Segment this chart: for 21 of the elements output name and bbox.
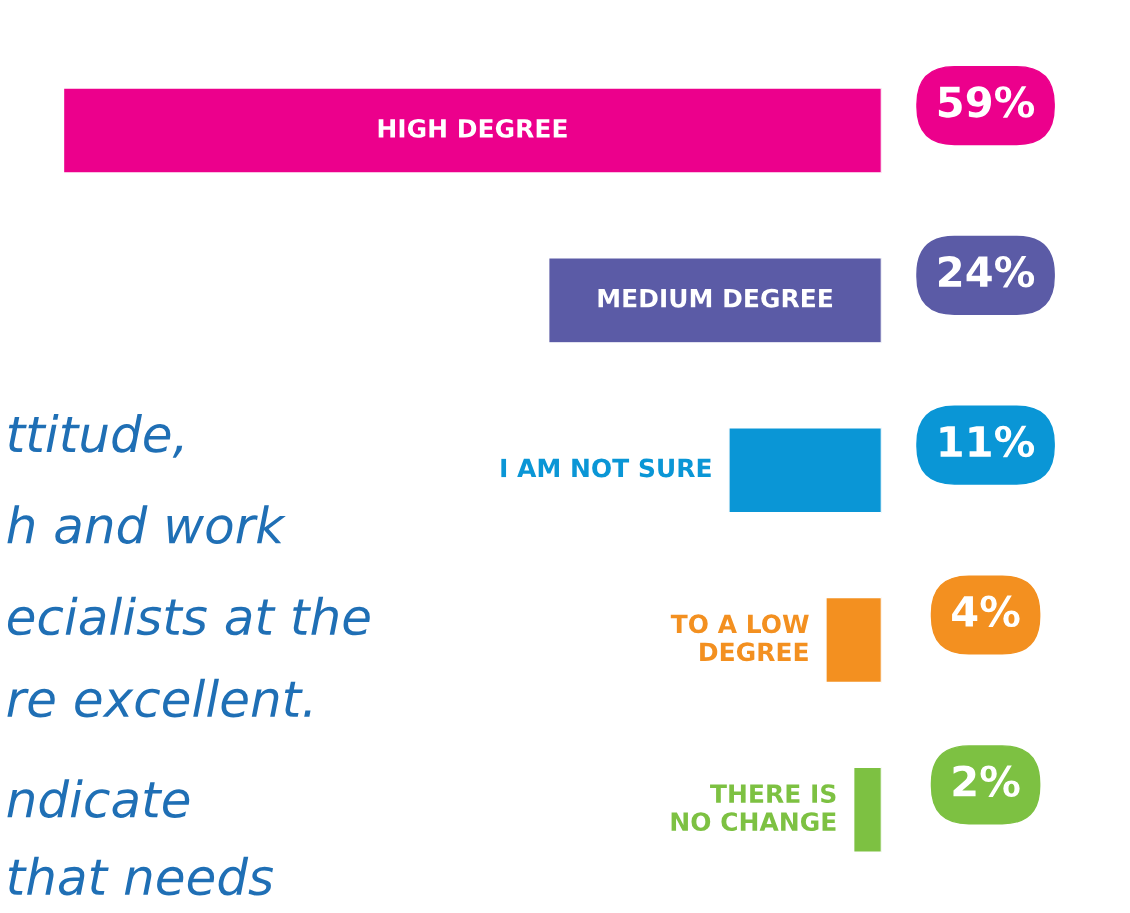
- bar: [852, 766, 882, 853]
- y-tick-label: I AM NOT SURE: [501, 458, 711, 478]
- y-tick-label: TO A LOW DEGREE: [670, 614, 809, 662]
- annotation: ndicate: [7, 779, 190, 818]
- y-tick-label: THERE IS NO CHANGE: [671, 784, 836, 832]
- annotation: that needs: [8, 856, 274, 896]
- bar: [728, 427, 882, 514]
- data-label: 4%: [952, 595, 1020, 628]
- annotation: ecialists at the: [7, 596, 370, 636]
- annotation: ttitude,: [8, 414, 183, 458]
- y-tick-label: HIGH DEGREE: [378, 118, 567, 138]
- bar: [825, 596, 882, 684]
- data-label: 59%: [938, 86, 1035, 118]
- data-label: 24%: [938, 255, 1035, 288]
- data-label: 2%: [953, 765, 1020, 797]
- annotation: h and work: [7, 505, 286, 545]
- bar: [547, 257, 882, 344]
- data-label: 11%: [940, 425, 1035, 458]
- annotation: re excellent.: [7, 678, 311, 718]
- bar: [62, 87, 882, 174]
- y-tick-label: MEDIUM DEGREE: [598, 288, 833, 308]
